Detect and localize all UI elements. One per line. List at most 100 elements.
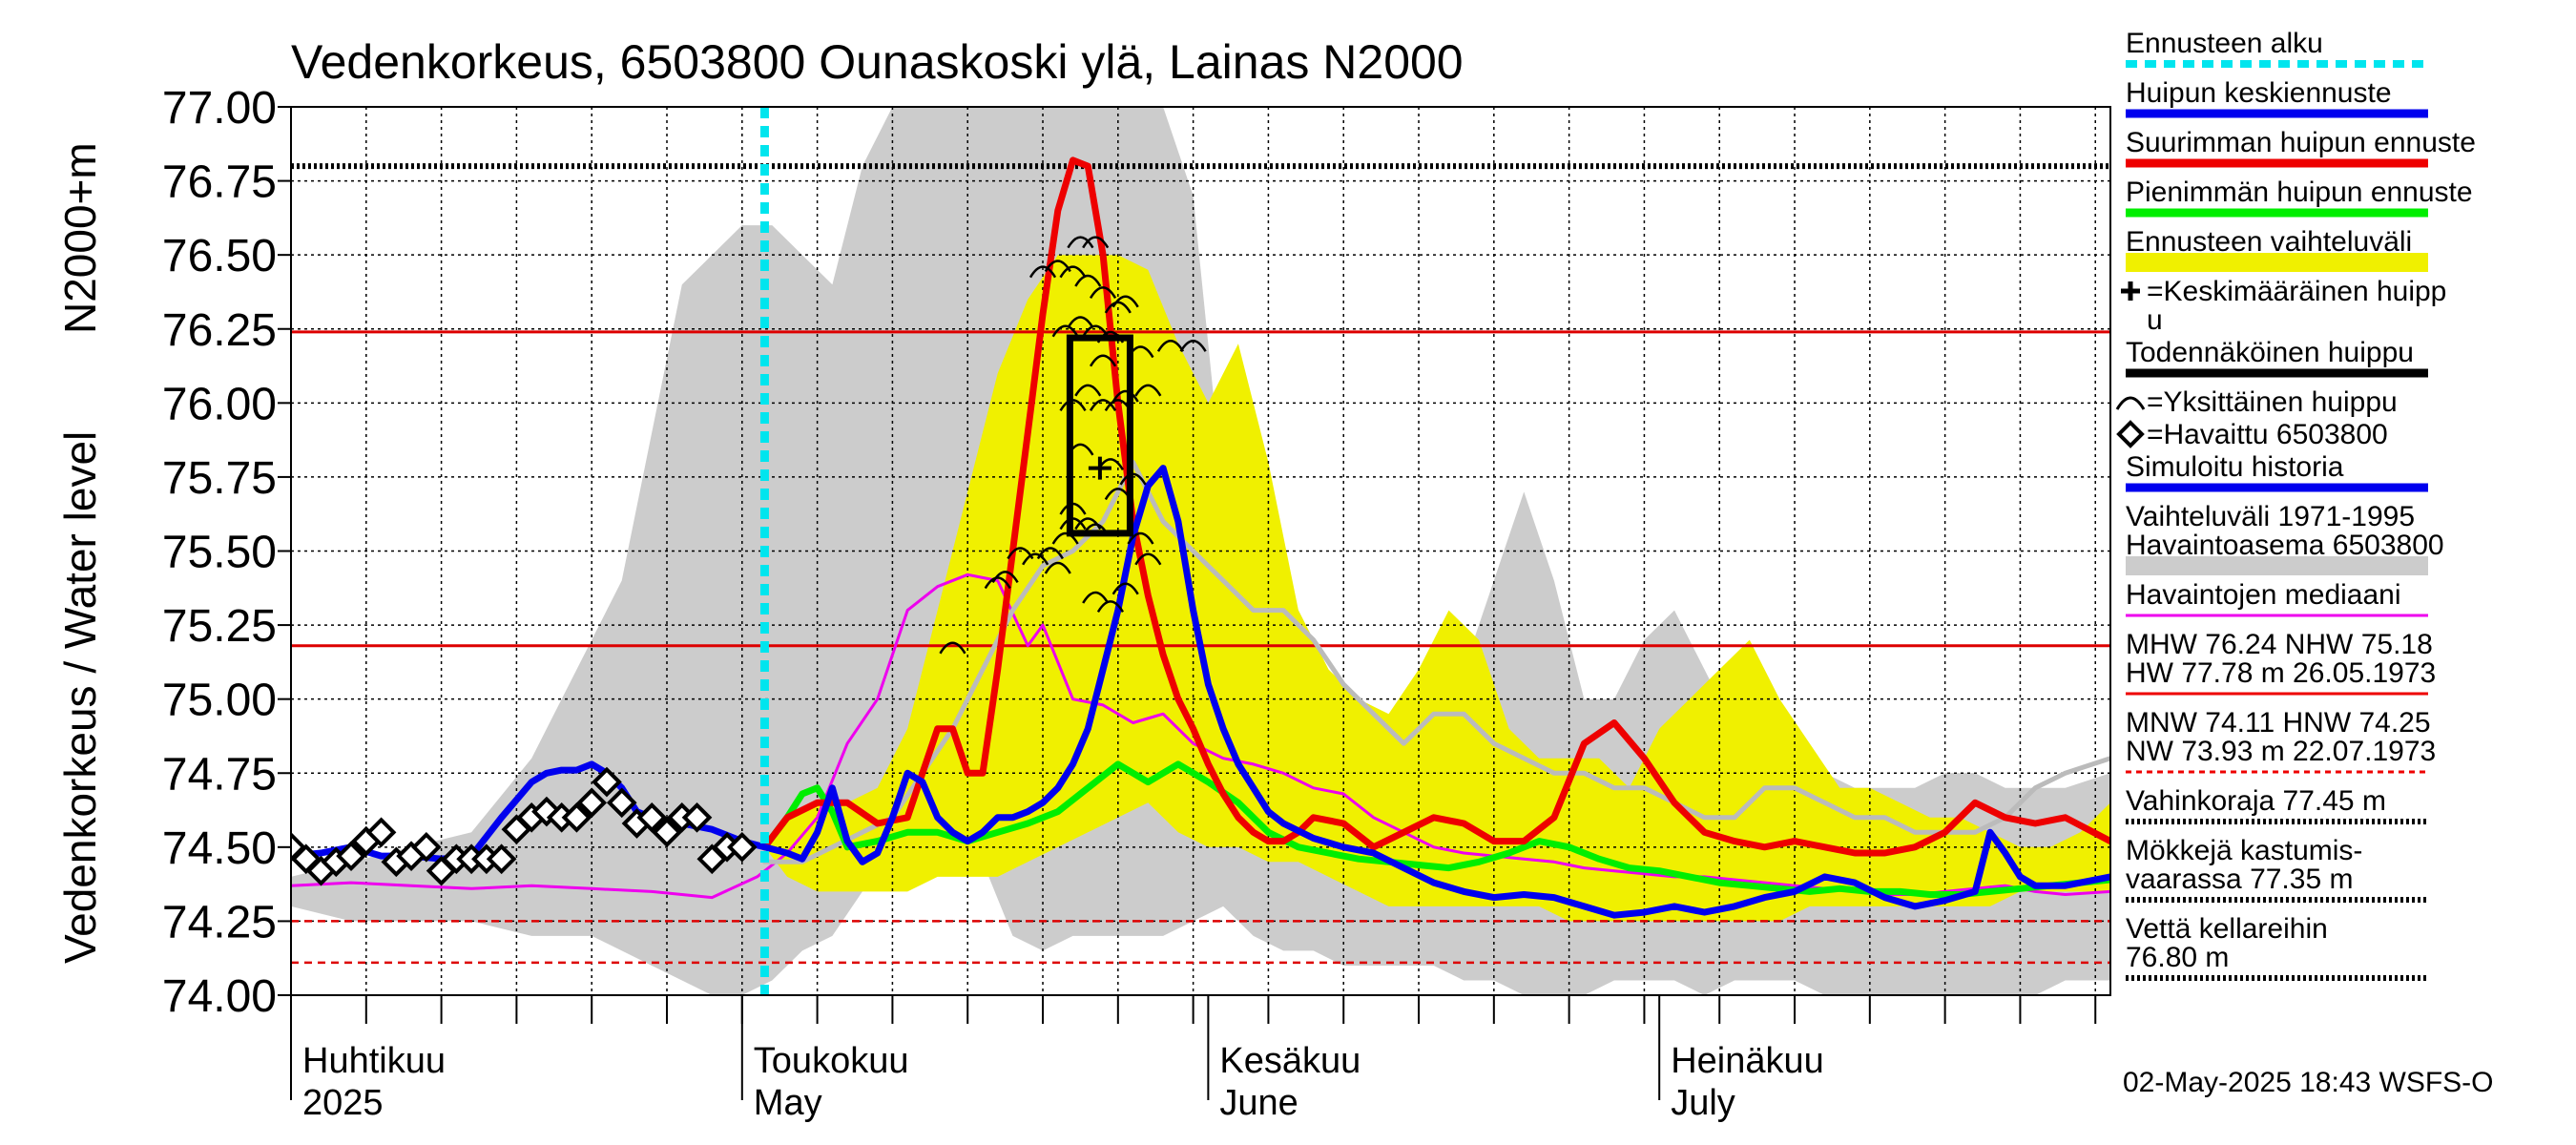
individual-peak-marker (1051, 531, 1079, 545)
y-tick-label: 75.50 (162, 528, 277, 578)
legend-label: Havaintojen mediaani (2126, 579, 2401, 611)
legend-label: Ennusteen alku (2126, 28, 2323, 59)
y-tick-label: 75.00 (162, 676, 277, 726)
individual-peak-marker (1179, 340, 1207, 352)
observed-point (486, 843, 517, 875)
observed-point (531, 796, 562, 827)
individual-peak-marker (1074, 384, 1102, 397)
individual-peak-marker (991, 571, 1019, 583)
observed-point (636, 802, 668, 833)
individual-peak-marker (939, 641, 966, 655)
y-axis-label: Vedenkorkeus / Water level (55, 431, 105, 964)
series-line (762, 459, 2110, 864)
legend-marker-plus (2121, 281, 2140, 301)
individual-peak-marker (1036, 547, 1064, 560)
individual-peak-marker (1096, 600, 1125, 614)
observed-point (576, 787, 608, 819)
legend-label: Vettä kellareihin (2126, 913, 2328, 945)
individual-peak-marker (1067, 236, 1094, 249)
legend-label: =Havaittu 6503800 (2147, 419, 2388, 450)
plot-layers (291, 107, 2110, 995)
observed-point (726, 832, 758, 863)
x-tick-label-sub: May (754, 1083, 822, 1123)
legend-label-cont: 76.80 m (2126, 942, 2229, 973)
legend-label: =Keskimääräinen huipp (2147, 276, 2446, 307)
legend-label: Suurimman huipun ennuste (2126, 127, 2476, 158)
observed-point (592, 766, 622, 798)
individual-peak-marker (1127, 531, 1154, 545)
individual-peak-marker (1022, 552, 1049, 566)
individual-peak-marker (1044, 561, 1071, 574)
legend-label-cont: NW 73.93 m 22.07.1973 (2126, 736, 2436, 767)
forecast-range-band (764, 255, 2110, 922)
y-tick-label: 74.00 (162, 971, 277, 1022)
legend-label-cont: vaarassa 77.35 m (2126, 864, 2353, 895)
individual-peak-marker (1074, 274, 1102, 287)
individual-peak-marker (1111, 582, 1139, 595)
x-tick-label-sub: June (1219, 1083, 1298, 1123)
x-tick-label-month: Toukokuu (754, 1041, 909, 1081)
individual-peak-marker (1089, 399, 1117, 411)
observed-point (652, 817, 682, 848)
legend: Ennusteen alku Huipun keskiennuste Suurimm… (2115, 28, 2476, 981)
legend-label: Pienimmän huipun ennuste (2126, 177, 2473, 208)
mean-peak-marker (1088, 456, 1111, 480)
y-tick-label: 74.50 (162, 823, 277, 874)
observed-point (681, 802, 713, 833)
observed-point (411, 832, 442, 863)
legend-label: Vaihteluväli 1971-1995 (2126, 501, 2415, 532)
legend-label-cont: u (2147, 304, 2163, 336)
legend-label: Mökkejä kastumis- (2126, 835, 2362, 866)
y-tick-label: 76.50 (162, 231, 277, 281)
x-tick-label-sub: July (1671, 1083, 1735, 1123)
x-tick-label-month: Huhtikuu (302, 1041, 446, 1081)
legend-label: MHW 76.24 NHW 75.18 (2126, 629, 2433, 660)
plot-area: 74.00 74.25 74.50 74.75 75.00 75.25 75.50 75.75… (162, 83, 2111, 1123)
legend-swatch-band (2126, 253, 2428, 272)
likely-peak-box (1066, 334, 1133, 537)
series-line (761, 156, 2110, 857)
y-tick-label: 74.25 (162, 897, 277, 947)
individual-peak-marker (1082, 236, 1110, 249)
individual-peak-marker (1111, 389, 1139, 403)
legend-label: Vahinkoraja 77.45 m (2126, 785, 2386, 817)
observed-point (365, 817, 397, 848)
legend-label-cont: HW 77.78 m 26.05.1973 (2126, 657, 2436, 689)
individual-peak-marker (1089, 354, 1117, 367)
y-tick-label: 75.75 (162, 453, 277, 504)
individual-peak-marker (1067, 316, 1094, 329)
observed-point (336, 841, 366, 871)
individual-peak-marker (1051, 324, 1079, 338)
legend-label: =Yksittäinen huippu (2147, 386, 2398, 418)
individual-peak-marker (1134, 384, 1162, 397)
individual-peak-marker (1104, 301, 1132, 314)
y-tick-label: 76.25 (162, 305, 277, 356)
individual-peak-marker (1028, 265, 1057, 279)
x-tick-label-month: Heinäkuu (1671, 1041, 1824, 1081)
y-tick-label: 76.00 (162, 379, 277, 429)
y-tick-label: 75.25 (162, 601, 277, 652)
legend-label: Ennusteen vaihteluväli (2126, 226, 2412, 258)
timestamp: 02-May-2025 18:43 WSFS-O (2123, 1067, 2494, 1098)
individual-peak-marker (1111, 295, 1139, 308)
individual-peak-marker (1156, 340, 1185, 352)
observed-point (561, 802, 592, 833)
x-tick-label-sub: 2025 (302, 1083, 384, 1123)
legend-label-cont: Havaintoasema 6503800 (2126, 530, 2444, 561)
individual-peak-marker (1059, 265, 1087, 279)
legend-label: MNW 74.11 HNW 74.25 (2126, 707, 2431, 739)
chart-title: Vedenkorkeus, 6503800 Ounaskoski ylä, La… (291, 35, 1464, 89)
y-tick-label: 77.00 (162, 83, 277, 134)
legend-label: Todennäköinen huippu (2126, 337, 2414, 368)
legend-swatch-band (2126, 556, 2428, 575)
y-tick-label: 76.75 (162, 157, 277, 208)
individual-peak-marker (1134, 552, 1162, 566)
legend-label: Huipun keskiennuste (2126, 77, 2392, 109)
individual-peak-marker (984, 576, 1011, 590)
observed-point (291, 832, 306, 863)
individual-peak-marker (1082, 591, 1110, 604)
y-tick-label: 74.75 (162, 749, 277, 800)
legend-label: Simuloitu historia (2126, 451, 2344, 483)
individual-peak-marker (1089, 286, 1117, 300)
